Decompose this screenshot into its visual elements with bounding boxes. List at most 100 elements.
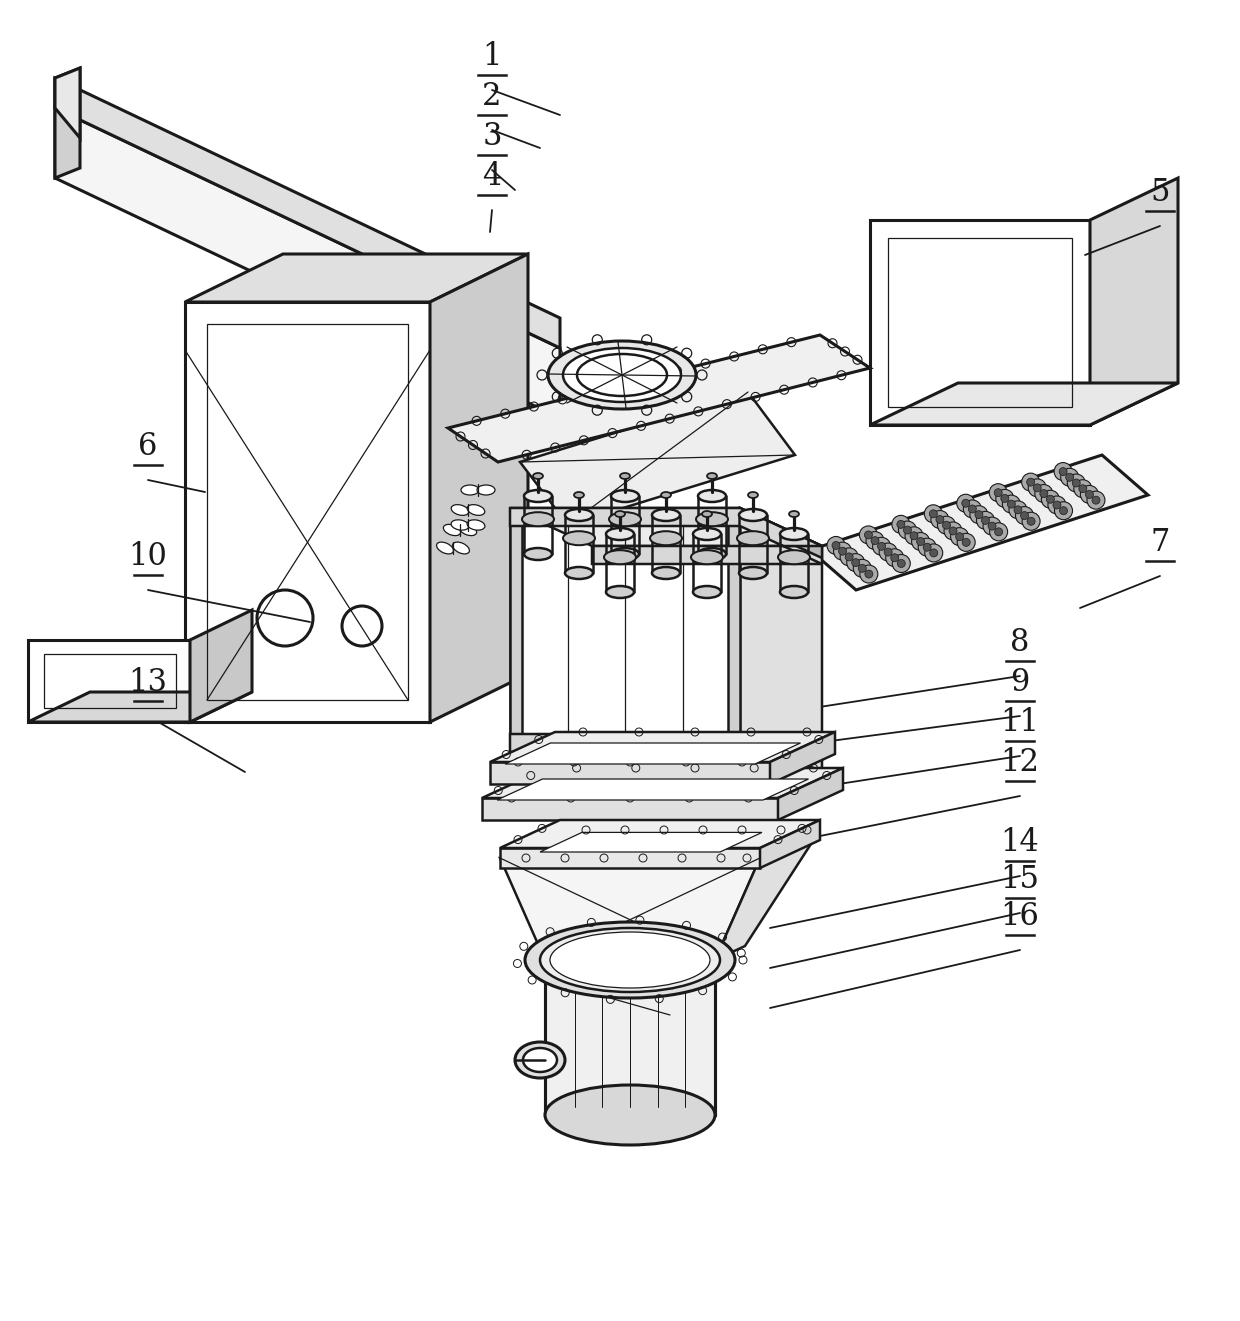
- Polygon shape: [190, 610, 252, 723]
- Circle shape: [1048, 495, 1066, 514]
- Ellipse shape: [609, 513, 641, 526]
- Circle shape: [873, 538, 890, 555]
- Text: 12: 12: [1001, 746, 1039, 778]
- Circle shape: [827, 536, 844, 555]
- Circle shape: [858, 564, 867, 572]
- Circle shape: [990, 483, 1007, 502]
- Circle shape: [1079, 485, 1086, 493]
- Circle shape: [870, 536, 879, 544]
- Circle shape: [1001, 494, 1009, 502]
- Ellipse shape: [467, 505, 485, 515]
- Circle shape: [916, 538, 925, 546]
- Ellipse shape: [548, 341, 696, 410]
- Circle shape: [942, 522, 951, 530]
- Circle shape: [833, 542, 852, 560]
- Ellipse shape: [522, 513, 554, 526]
- Text: 6: 6: [139, 431, 157, 462]
- Circle shape: [970, 506, 988, 523]
- Text: 16: 16: [1001, 901, 1039, 933]
- Text: 15: 15: [1001, 864, 1039, 896]
- Ellipse shape: [563, 531, 595, 546]
- Polygon shape: [29, 639, 190, 723]
- Ellipse shape: [652, 567, 680, 579]
- Ellipse shape: [577, 354, 667, 396]
- Polygon shape: [490, 732, 835, 762]
- Text: 5: 5: [1151, 177, 1169, 207]
- Circle shape: [885, 548, 904, 567]
- Text: 3: 3: [482, 122, 502, 152]
- Circle shape: [893, 555, 910, 572]
- Circle shape: [918, 538, 936, 556]
- Circle shape: [1087, 491, 1105, 509]
- Polygon shape: [510, 734, 822, 790]
- Ellipse shape: [533, 473, 543, 480]
- Text: 7: 7: [1151, 527, 1169, 557]
- Circle shape: [1035, 485, 1053, 502]
- Ellipse shape: [523, 1048, 557, 1073]
- Text: 13: 13: [129, 667, 167, 697]
- Circle shape: [892, 515, 910, 534]
- Polygon shape: [870, 221, 1090, 425]
- Polygon shape: [482, 768, 843, 798]
- Ellipse shape: [693, 528, 720, 540]
- Circle shape: [994, 489, 1002, 497]
- Polygon shape: [520, 392, 795, 524]
- Circle shape: [897, 520, 905, 528]
- Ellipse shape: [780, 587, 808, 598]
- Ellipse shape: [461, 485, 479, 495]
- Circle shape: [1092, 497, 1100, 505]
- Circle shape: [931, 510, 949, 528]
- Polygon shape: [500, 820, 820, 848]
- Ellipse shape: [739, 509, 768, 520]
- Circle shape: [910, 532, 918, 540]
- Circle shape: [878, 543, 885, 551]
- Circle shape: [968, 505, 976, 513]
- Ellipse shape: [652, 509, 680, 520]
- Circle shape: [1073, 480, 1080, 487]
- Polygon shape: [728, 509, 740, 752]
- Ellipse shape: [451, 505, 469, 515]
- Ellipse shape: [739, 567, 768, 579]
- Polygon shape: [482, 798, 777, 820]
- Ellipse shape: [615, 511, 625, 517]
- Polygon shape: [490, 762, 770, 783]
- Circle shape: [1007, 501, 1016, 509]
- Ellipse shape: [691, 551, 723, 564]
- Ellipse shape: [650, 531, 682, 546]
- Ellipse shape: [525, 922, 735, 997]
- Circle shape: [899, 520, 916, 539]
- Polygon shape: [740, 509, 822, 790]
- Polygon shape: [430, 254, 528, 723]
- Circle shape: [976, 511, 994, 530]
- Circle shape: [937, 517, 956, 534]
- Circle shape: [1014, 506, 1022, 514]
- Polygon shape: [185, 254, 528, 303]
- Circle shape: [1022, 513, 1040, 530]
- Circle shape: [930, 550, 937, 557]
- Ellipse shape: [777, 551, 810, 564]
- Circle shape: [1016, 506, 1033, 524]
- Ellipse shape: [696, 513, 728, 526]
- Polygon shape: [55, 67, 81, 178]
- Circle shape: [923, 543, 931, 551]
- Circle shape: [1002, 495, 1021, 513]
- Ellipse shape: [604, 551, 636, 564]
- Ellipse shape: [436, 542, 454, 553]
- Ellipse shape: [707, 473, 717, 480]
- Text: 8: 8: [1011, 627, 1029, 658]
- Circle shape: [1068, 474, 1085, 491]
- Polygon shape: [510, 509, 822, 564]
- Ellipse shape: [611, 490, 639, 502]
- Text: 9: 9: [1011, 667, 1029, 697]
- Circle shape: [975, 511, 983, 519]
- Ellipse shape: [620, 473, 630, 480]
- Circle shape: [951, 527, 968, 546]
- Circle shape: [944, 522, 962, 540]
- Ellipse shape: [515, 1042, 565, 1078]
- Circle shape: [890, 553, 899, 561]
- Ellipse shape: [477, 485, 495, 495]
- Circle shape: [936, 515, 944, 523]
- Polygon shape: [55, 78, 560, 347]
- Polygon shape: [510, 509, 522, 752]
- Polygon shape: [760, 820, 820, 868]
